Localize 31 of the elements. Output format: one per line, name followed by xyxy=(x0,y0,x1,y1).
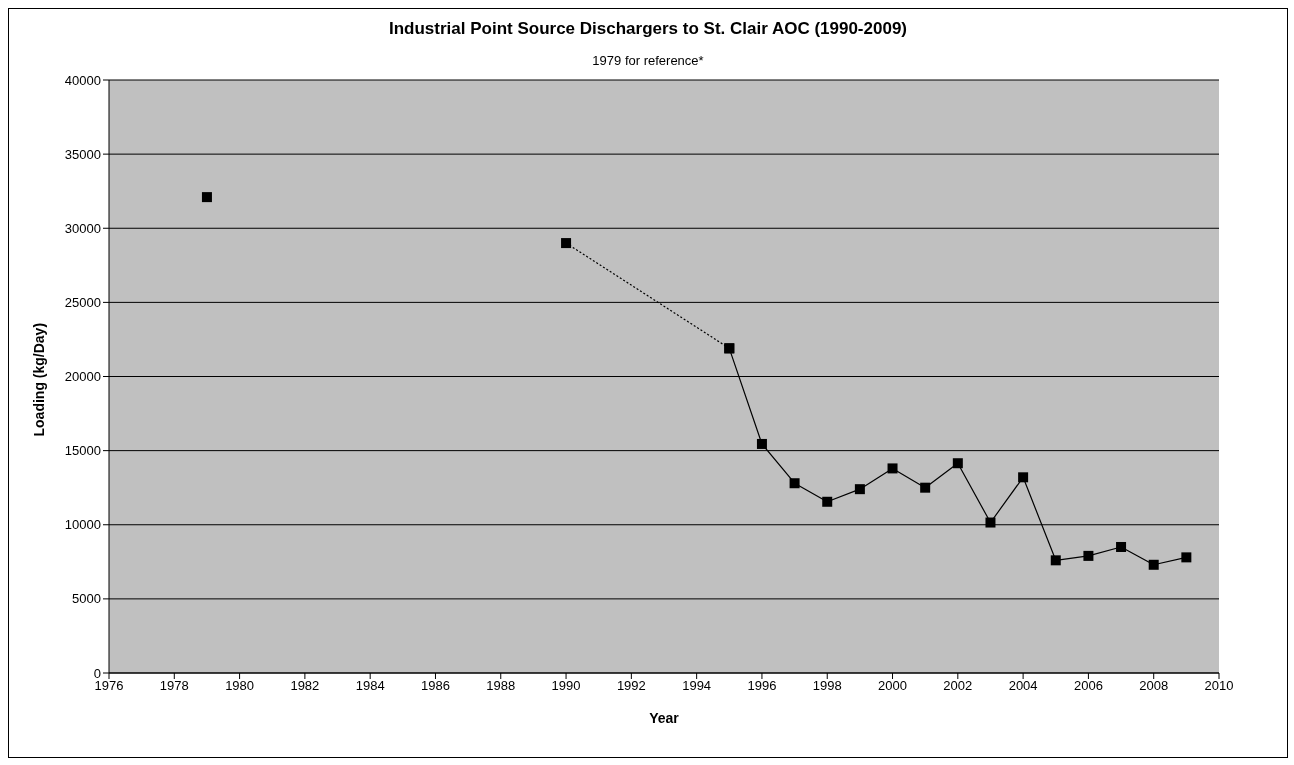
x-tick-label: 1994 xyxy=(682,678,712,694)
y-tick-label: 40000 xyxy=(64,72,101,88)
y-tick-label: 30000 xyxy=(64,220,101,236)
x-tick-label: 1976 xyxy=(94,678,124,694)
x-tick-label: 1998 xyxy=(812,678,842,694)
y-tick-label: 0 xyxy=(93,665,101,681)
x-tick-label: 1988 xyxy=(486,678,516,694)
x-tick-label: 1984 xyxy=(355,678,385,694)
y-tick-label: 15000 xyxy=(64,443,101,459)
chart-title: Industrial Point Source Dischargers to St. Clair AOC (1990-2009) xyxy=(388,18,908,39)
y-tick-label: 10000 xyxy=(64,517,101,533)
y-tick-label: 5000 xyxy=(72,591,101,607)
x-tick-label: 1978 xyxy=(159,678,189,694)
chart-subtitle: 1979 for reference* xyxy=(591,53,705,68)
x-tick-label: 1986 xyxy=(421,678,450,694)
x-tick-label: 1996 xyxy=(747,678,777,694)
x-tick-label: 1982 xyxy=(290,678,320,694)
y-axis-title: Loading (kg/Day) xyxy=(30,322,47,437)
x-tick-label: 2010 xyxy=(1204,678,1234,694)
x-tick-label: 2008 xyxy=(1139,678,1169,694)
x-tick-label: 1980 xyxy=(225,678,255,694)
y-tick-label: 25000 xyxy=(64,294,101,310)
y-tick-label: 20000 xyxy=(64,369,101,385)
x-tick-label: 2004 xyxy=(1008,678,1038,694)
x-tick-label: 2006 xyxy=(1073,678,1103,694)
x-tick-label: 2000 xyxy=(878,678,907,694)
y-tick-label: 35000 xyxy=(64,146,101,162)
x-tick-label: 1990 xyxy=(551,678,581,694)
x-tick-label: 2002 xyxy=(943,678,973,694)
x-tick-label: 1992 xyxy=(616,678,646,694)
x-axis-title: Year xyxy=(649,710,680,726)
